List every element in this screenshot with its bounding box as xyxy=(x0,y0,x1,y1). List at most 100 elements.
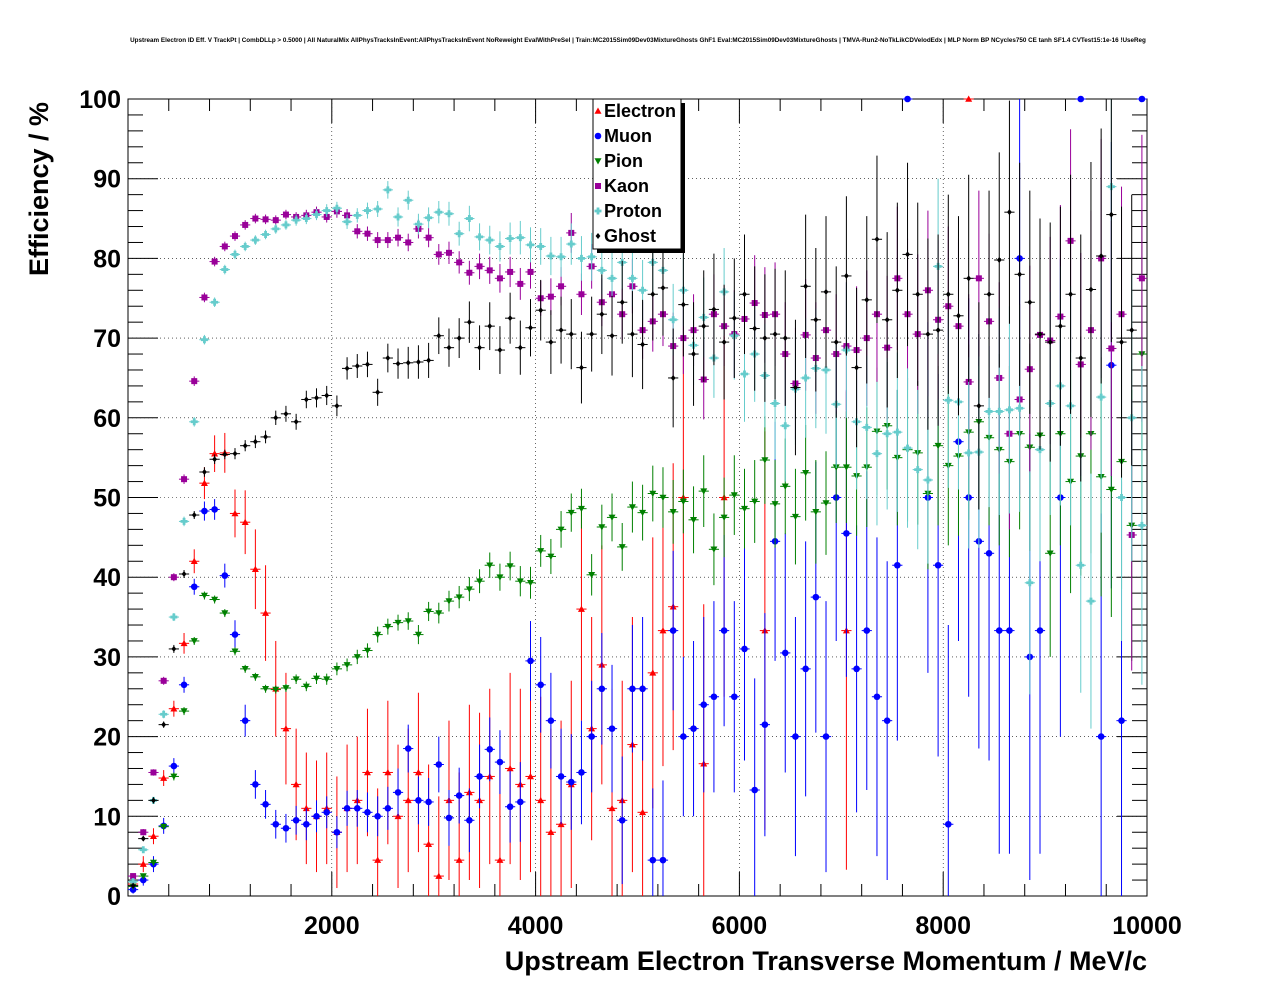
pion-point xyxy=(291,674,302,684)
pion-point xyxy=(464,577,475,602)
muon-point xyxy=(606,664,618,793)
ghost-marker xyxy=(854,364,859,371)
ghost-point xyxy=(759,274,770,402)
ghost-point xyxy=(291,413,302,430)
muon-marker xyxy=(374,813,381,820)
ghost-marker xyxy=(915,291,921,298)
muon-marker xyxy=(649,856,657,864)
pion-marker xyxy=(812,509,820,516)
ghost-point xyxy=(1116,206,1127,478)
kaon-point xyxy=(464,260,475,285)
pion-point xyxy=(637,484,648,541)
pion-point xyxy=(505,551,516,581)
muon-marker xyxy=(435,761,443,768)
kaon-marker xyxy=(547,293,554,300)
proton-marker xyxy=(1097,393,1105,401)
pion-marker xyxy=(802,469,810,477)
proton-marker xyxy=(323,207,331,215)
pion-marker xyxy=(262,685,270,693)
legend-label: Ghost xyxy=(604,226,656,246)
ghost-marker xyxy=(497,347,503,354)
muon-marker xyxy=(343,805,351,812)
kaon-point xyxy=(545,278,556,315)
kaon-marker xyxy=(181,476,188,483)
ghost-marker xyxy=(680,301,686,308)
muon-marker xyxy=(241,717,249,724)
muon-marker xyxy=(680,733,687,740)
y-tick-label: 0 xyxy=(107,883,121,911)
proton-marker xyxy=(455,230,463,238)
ghost-marker xyxy=(996,256,1002,263)
pion-point xyxy=(423,601,434,622)
proton-point xyxy=(250,235,261,245)
ghost-point xyxy=(484,302,495,351)
proton-marker xyxy=(669,316,677,324)
muon-point xyxy=(871,537,883,857)
muon-point xyxy=(168,758,179,775)
proton-marker xyxy=(608,274,616,282)
pion-marker xyxy=(425,608,433,615)
electron-marker xyxy=(251,565,259,573)
kaon-point xyxy=(158,676,169,685)
ghost-marker xyxy=(833,339,839,346)
ghost-marker xyxy=(507,315,513,322)
ghost-marker xyxy=(793,384,798,391)
pion-marker xyxy=(557,526,565,533)
muon-marker xyxy=(710,693,718,701)
electron-marker xyxy=(577,605,585,612)
y-axis: 0 10 20 30 40 50 60 70 80 90 100 xyxy=(79,86,1147,911)
muon-marker xyxy=(822,733,830,740)
electron-point xyxy=(413,692,424,853)
muon-marker xyxy=(384,805,392,812)
ghost-marker xyxy=(823,288,829,295)
proton-marker xyxy=(262,230,270,238)
ghost-marker xyxy=(283,410,289,417)
proton-point xyxy=(912,389,923,550)
ghost-marker xyxy=(721,339,727,346)
proton-marker xyxy=(639,286,647,294)
pion-marker xyxy=(649,490,657,498)
electron-point xyxy=(158,770,169,787)
muon-point xyxy=(443,789,455,846)
pion-marker xyxy=(628,504,636,511)
muon-point xyxy=(260,789,271,819)
electron-point xyxy=(229,489,241,538)
ghost-marker xyxy=(905,251,910,258)
pion-marker xyxy=(608,514,616,521)
muon-marker xyxy=(995,627,1003,634)
muon-marker xyxy=(751,786,758,794)
ghost-point xyxy=(780,270,791,406)
kaon-point xyxy=(362,226,373,241)
proton-point xyxy=(321,204,332,217)
ghost-point xyxy=(708,253,720,366)
pion-marker xyxy=(343,662,351,669)
proton-marker xyxy=(374,205,382,213)
proton-point xyxy=(566,223,577,265)
ghost-point xyxy=(617,260,628,344)
muon-marker xyxy=(761,721,769,728)
muon-point xyxy=(505,770,516,843)
x-tick-label: 10000 xyxy=(1112,912,1182,940)
electron-point xyxy=(260,565,271,661)
muon-marker xyxy=(904,95,911,103)
ghost-marker xyxy=(395,360,401,367)
kaon-marker xyxy=(405,239,412,246)
x-tick-label: 2000 xyxy=(304,912,360,940)
proton-marker xyxy=(628,274,636,282)
ghost-point xyxy=(464,301,475,343)
electron-point xyxy=(647,537,658,809)
muon-marker xyxy=(211,506,218,513)
pion-point xyxy=(168,772,179,781)
proton-marker xyxy=(404,196,412,204)
electron-marker xyxy=(435,872,443,879)
ghost-marker xyxy=(1108,211,1114,218)
ghost-marker xyxy=(711,306,717,313)
proton-point xyxy=(178,516,190,527)
ghost-marker xyxy=(212,456,218,463)
ghost-point xyxy=(800,214,811,359)
ghost-point xyxy=(433,317,444,355)
pion-point xyxy=(474,569,485,594)
legend-label: Muon xyxy=(604,126,652,146)
proton-marker xyxy=(914,466,922,474)
proton-marker xyxy=(771,399,779,407)
